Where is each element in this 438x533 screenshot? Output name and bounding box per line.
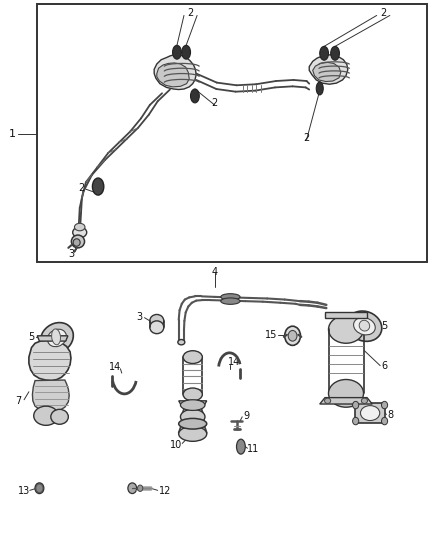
Text: 9: 9: [243, 411, 249, 421]
Ellipse shape: [353, 401, 359, 409]
Ellipse shape: [221, 298, 240, 304]
Ellipse shape: [182, 45, 191, 59]
Text: 13: 13: [18, 487, 30, 496]
Polygon shape: [355, 403, 385, 423]
Text: 2: 2: [78, 183, 84, 192]
Polygon shape: [309, 55, 348, 84]
Ellipse shape: [41, 322, 73, 353]
Text: 2: 2: [187, 9, 194, 18]
Ellipse shape: [353, 417, 359, 425]
Text: 5: 5: [381, 321, 388, 331]
Ellipse shape: [150, 314, 164, 327]
Ellipse shape: [138, 485, 143, 491]
Polygon shape: [154, 54, 196, 90]
Ellipse shape: [347, 311, 382, 341]
Ellipse shape: [237, 439, 245, 454]
Ellipse shape: [179, 418, 207, 429]
Text: 3: 3: [68, 249, 74, 259]
Ellipse shape: [180, 400, 205, 410]
Text: 3: 3: [136, 312, 142, 322]
Polygon shape: [179, 401, 207, 406]
Text: 5: 5: [28, 332, 35, 342]
Ellipse shape: [360, 406, 380, 421]
Text: 7: 7: [15, 396, 21, 406]
Ellipse shape: [47, 329, 67, 346]
Ellipse shape: [150, 321, 164, 334]
Polygon shape: [325, 312, 367, 318]
Ellipse shape: [52, 329, 60, 345]
Polygon shape: [32, 380, 69, 411]
Ellipse shape: [331, 46, 339, 60]
Ellipse shape: [183, 388, 202, 401]
Ellipse shape: [191, 89, 199, 103]
Text: 1: 1: [9, 130, 16, 139]
Ellipse shape: [179, 426, 207, 441]
Ellipse shape: [34, 406, 58, 425]
Ellipse shape: [288, 330, 297, 341]
Ellipse shape: [353, 318, 375, 335]
Polygon shape: [157, 63, 189, 87]
Ellipse shape: [73, 227, 87, 238]
Polygon shape: [320, 398, 372, 404]
Text: 2: 2: [212, 98, 218, 108]
Text: 4: 4: [212, 267, 218, 277]
Text: 2: 2: [380, 9, 386, 18]
Ellipse shape: [359, 320, 370, 331]
Ellipse shape: [51, 409, 68, 424]
Polygon shape: [37, 336, 68, 341]
Ellipse shape: [328, 379, 364, 407]
Ellipse shape: [381, 417, 388, 425]
Text: 8: 8: [388, 410, 394, 419]
Ellipse shape: [178, 340, 185, 345]
Polygon shape: [313, 62, 341, 82]
Ellipse shape: [361, 398, 367, 403]
Bar: [37, 4, 427, 262]
Polygon shape: [29, 340, 71, 381]
Ellipse shape: [180, 409, 205, 424]
Text: 14: 14: [228, 358, 240, 367]
Ellipse shape: [320, 46, 328, 60]
Ellipse shape: [325, 398, 331, 403]
Ellipse shape: [35, 483, 44, 494]
Text: 15: 15: [265, 330, 278, 340]
Ellipse shape: [381, 401, 388, 409]
Ellipse shape: [71, 235, 85, 248]
Text: 10: 10: [170, 440, 182, 449]
Text: 2: 2: [304, 133, 310, 142]
Ellipse shape: [128, 483, 137, 494]
Ellipse shape: [73, 239, 80, 246]
Ellipse shape: [316, 82, 323, 95]
Text: 12: 12: [159, 487, 171, 496]
Ellipse shape: [328, 316, 364, 343]
Ellipse shape: [285, 326, 300, 345]
Ellipse shape: [183, 351, 202, 364]
Ellipse shape: [221, 294, 240, 300]
Ellipse shape: [74, 223, 85, 231]
Text: 11: 11: [247, 444, 259, 454]
Ellipse shape: [173, 45, 181, 59]
Ellipse shape: [92, 178, 104, 195]
Text: 14: 14: [109, 362, 121, 372]
Text: 6: 6: [381, 361, 388, 370]
